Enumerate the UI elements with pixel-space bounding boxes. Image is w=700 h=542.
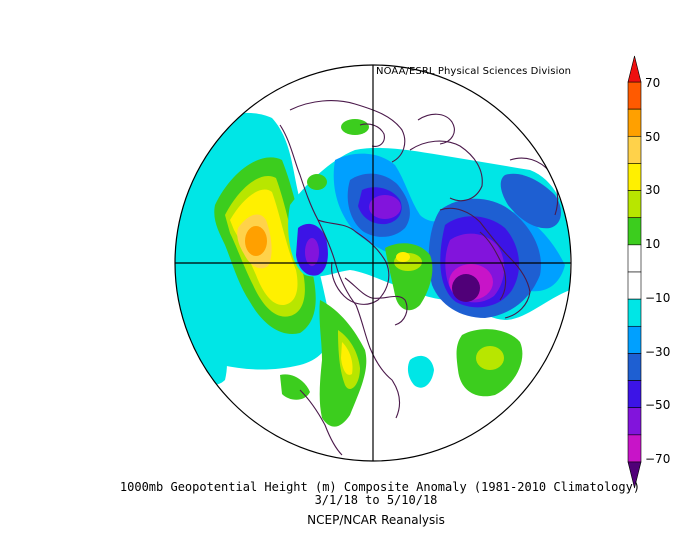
pacific-positive-anomaly xyxy=(175,113,331,370)
colorbar-bin xyxy=(627,353,642,381)
map-boundary xyxy=(174,64,572,462)
colorbar-bin xyxy=(627,108,642,137)
colorbar-bin xyxy=(627,217,642,246)
caption-source: NCEP/NCAR Reanalysis xyxy=(307,513,445,527)
polar-stereographic-map xyxy=(175,65,571,461)
caption-dates: 3/1/18 to 5/10/18 xyxy=(314,493,438,507)
subtropical-positive-anomaly xyxy=(175,280,523,427)
colorbar-label: 30 xyxy=(645,183,661,197)
colorbar-min-arrow xyxy=(627,461,642,489)
colorbar-bin xyxy=(627,380,642,409)
colorbar-bin xyxy=(627,163,642,191)
colorbar-bin xyxy=(627,434,642,463)
colorbar xyxy=(627,55,642,489)
colorbar-bin xyxy=(627,244,642,273)
colorbar-label: −70 xyxy=(645,452,671,466)
colorbar-bin xyxy=(627,325,642,354)
colorbar-label: 10 xyxy=(645,237,661,251)
colorbar-label: 70 xyxy=(645,76,661,90)
colorbar-bin xyxy=(627,298,642,327)
colorbar-bin xyxy=(627,135,642,164)
atlantic-positive-anomaly xyxy=(307,119,433,311)
colorbar-bin xyxy=(627,271,642,300)
colorbar-label: −50 xyxy=(645,398,671,412)
coastlines xyxy=(279,100,559,456)
caption-title: 1000mb Geopotential Height (m) Composite… xyxy=(119,480,641,494)
colorbar-bin xyxy=(627,407,642,436)
colorbar-label: −30 xyxy=(645,345,671,359)
colorbar-label: −10 xyxy=(645,291,671,305)
colorbar-max-arrow xyxy=(627,55,642,83)
graticule xyxy=(175,65,571,461)
colorbar-bin xyxy=(627,81,642,110)
colorbar-label: 50 xyxy=(645,130,661,144)
colorbar-bin xyxy=(627,190,642,219)
eurasia-negative-anomaly xyxy=(428,173,562,318)
credit-label: NOAA/ESRL Physical Sciences Division xyxy=(376,66,572,77)
